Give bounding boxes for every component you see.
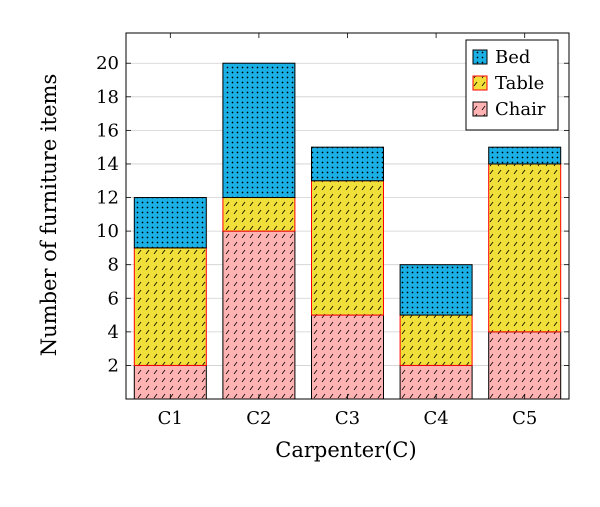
x-tick-label: C1	[158, 408, 183, 429]
x-tick-label: C4	[423, 408, 448, 429]
bar-chair-pattern	[311, 314, 384, 400]
bar-table-pattern	[222, 197, 296, 232]
bar-chair-pattern	[133, 364, 207, 400]
bar-chair-pattern	[488, 331, 562, 400]
y-axis-title: Number of furniture items	[37, 74, 61, 356]
legend-label-chair: Chair	[495, 99, 546, 120]
x-tick-label: C2	[246, 408, 271, 429]
x-tick-label: C3	[335, 408, 360, 429]
y-tick-label: 12	[96, 188, 119, 209]
bar-bed-pattern	[488, 146, 562, 165]
bar-bed-pattern	[399, 264, 473, 316]
bar-bed-pattern	[133, 197, 207, 249]
y-tick-label: 14	[96, 154, 119, 175]
bar-table-pattern	[399, 314, 473, 366]
legend: Bed Table Chair	[465, 39, 559, 131]
bar-table-pattern	[133, 247, 207, 366]
legend-swatch-pattern	[472, 75, 488, 91]
y-tick-label: 4	[108, 322, 119, 343]
x-axis-title: Carpenter(C)	[275, 438, 416, 462]
bar-bed-pattern	[311, 146, 384, 182]
y-tick-label: 2	[108, 355, 119, 376]
ticks-layer: 2 4 6 8 10 12 14 16 18 20 C1 C2 C3 C4 C5	[96, 33, 569, 429]
legend-swatch-pattern	[472, 101, 488, 117]
y-tick-label: 10	[96, 221, 119, 242]
y-tick-label: 16	[96, 120, 119, 141]
y-tick-label: 20	[96, 53, 119, 74]
bar-chair-pattern	[222, 230, 296, 400]
y-tick-label: 8	[108, 255, 119, 276]
y-tick-label: 6	[108, 288, 119, 309]
bar-table-pattern	[311, 180, 384, 316]
bars-layer	[133, 62, 562, 400]
bar-table-pattern	[488, 163, 562, 333]
legend-label-bed: Bed	[495, 47, 530, 68]
x-tick-label: C5	[512, 408, 537, 429]
legend-label-table: Table	[495, 73, 544, 94]
y-tick-label: 18	[96, 87, 119, 108]
legend-swatch-pattern	[472, 49, 488, 65]
bar-bed-pattern	[222, 62, 296, 199]
bar-chair-pattern	[399, 364, 473, 400]
